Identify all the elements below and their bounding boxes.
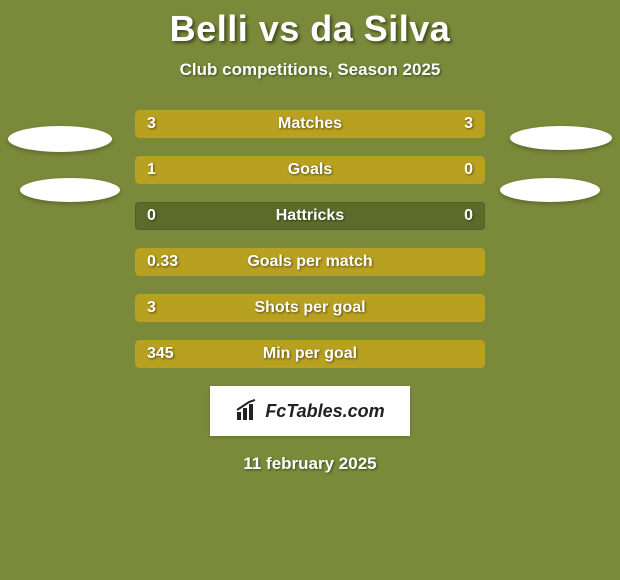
stat-row: 00Hattricks bbox=[135, 202, 485, 230]
stat-label: Goals per match bbox=[135, 248, 485, 276]
stat-label: Goals bbox=[135, 156, 485, 184]
stat-label: Hattricks bbox=[135, 202, 485, 230]
player-left-ellipse-1 bbox=[8, 126, 112, 152]
stat-label: Min per goal bbox=[135, 340, 485, 368]
stat-row: 0.33Goals per match bbox=[135, 248, 485, 276]
footer-date: 11 february 2025 bbox=[0, 454, 620, 474]
player-right-ellipse-1 bbox=[510, 126, 612, 150]
chart-icon bbox=[235, 398, 261, 424]
stat-row: 10Goals bbox=[135, 156, 485, 184]
stat-bars: 33Matches 10Goals 00Hattricks 0.33Goals per… bbox=[135, 110, 485, 368]
fctables-logo[interactable]: FcTables.com bbox=[210, 386, 410, 436]
comparison-widget: Belli vs da Silva Club competitions, Sea… bbox=[0, 0, 620, 580]
player-left-ellipse-2 bbox=[20, 178, 120, 202]
stat-row: 33Matches bbox=[135, 110, 485, 138]
content-area: 33Matches 10Goals 00Hattricks 0.33Goals per… bbox=[0, 110, 620, 474]
stat-label: Shots per goal bbox=[135, 294, 485, 322]
player-right-ellipse-2 bbox=[500, 178, 600, 202]
page-title: Belli vs da Silva bbox=[0, 0, 620, 50]
stat-label: Matches bbox=[135, 110, 485, 138]
stat-row: 3Shots per goal bbox=[135, 294, 485, 322]
stat-row: 345Min per goal bbox=[135, 340, 485, 368]
logo-text: FcTables.com bbox=[265, 401, 384, 422]
page-subtitle: Club competitions, Season 2025 bbox=[0, 60, 620, 80]
